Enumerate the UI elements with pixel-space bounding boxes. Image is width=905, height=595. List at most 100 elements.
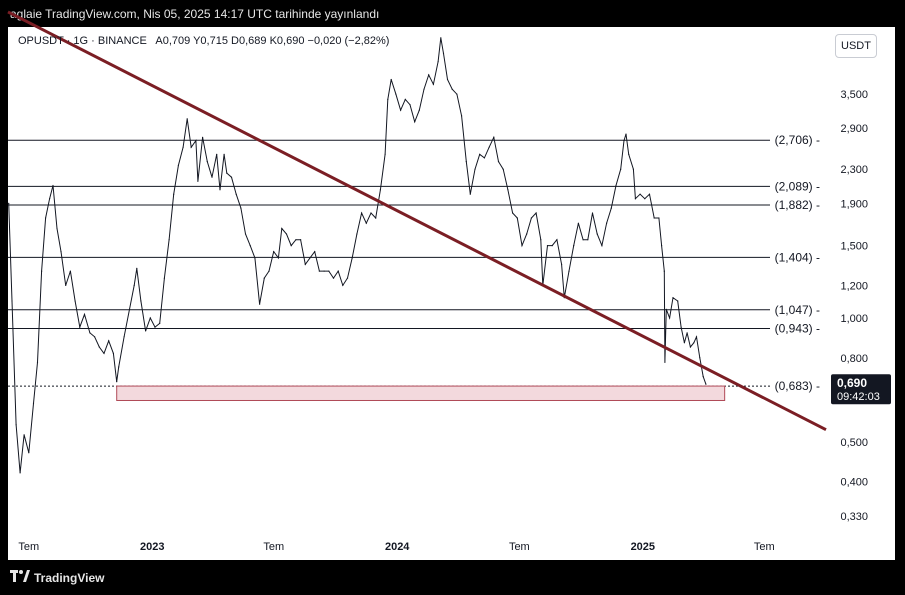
price-point: [45, 217, 47, 219]
support-zone[interactable]: [116, 385, 726, 401]
price-point: [428, 74, 430, 76]
price-point: [526, 233, 528, 235]
price-point: [661, 245, 663, 247]
footer: [0, 560, 905, 595]
price-point: [328, 270, 330, 272]
price-point: [211, 176, 213, 178]
price-point: [173, 193, 175, 195]
price-point: [56, 227, 58, 230]
price-point: [133, 284, 135, 286]
price-point: [469, 193, 471, 195]
price-point: [244, 233, 247, 235]
x-tick-label: Tem: [754, 541, 775, 553]
price-point: [304, 263, 306, 265]
price-point: [474, 168, 476, 170]
price-point: [601, 245, 603, 247]
attribution-bar: aglaie TradingView.com, Nis 05, 2025 14:…: [0, 0, 905, 27]
y-tick-label: 1,500: [840, 241, 868, 253]
price-point: [395, 93, 397, 95]
level-label: (1,882) -: [775, 198, 820, 212]
price-point: [625, 133, 627, 135]
price-point: [159, 322, 161, 324]
price-point: [493, 136, 495, 138]
price-point: [89, 332, 91, 334]
level-label: (1,047) -: [775, 303, 820, 317]
price-point: [49, 198, 51, 200]
price-point: [300, 239, 302, 241]
price-point: [546, 245, 549, 247]
price-point: [186, 118, 188, 120]
price-point: [206, 161, 208, 163]
y-tick-label: 2,300: [840, 164, 868, 176]
price-point: [268, 270, 270, 272]
price-point: [23, 434, 25, 436]
price-point: [530, 217, 533, 219]
price-point: [290, 245, 292, 247]
price-point: [273, 251, 275, 253]
symbol-legend[interactable]: OPUSDT · 1G · BINANCE A0,709 Y0,715 D0,6…: [18, 35, 390, 47]
price-series-line[interactable]: [8, 37, 707, 473]
price-point: [32, 402, 35, 404]
y-tick-label: 3,500: [840, 89, 868, 101]
price-point: [620, 168, 622, 170]
price-point: [123, 336, 125, 338]
symbol-name[interactable]: OPUSDT: [18, 35, 64, 47]
y-tick-label: 1,000: [840, 313, 868, 325]
price-point: [116, 381, 118, 383]
price-point: [521, 245, 523, 247]
currency-button[interactable]: USDT: [835, 34, 877, 58]
price-point: [8, 202, 10, 204]
price-point: [540, 239, 542, 241]
price-point: [387, 98, 389, 100]
price-point: [390, 78, 392, 81]
price-point: [249, 245, 251, 247]
chart-area[interactable]: [8, 27, 895, 560]
price-point: [197, 180, 199, 182]
price-point: [190, 146, 192, 148]
price-point: [442, 52, 445, 55]
price-point: [216, 153, 218, 155]
price-point: [689, 346, 692, 348]
price-point: [28, 452, 30, 454]
price-point: [432, 83, 434, 85]
price-point: [483, 157, 485, 159]
price-point: [693, 342, 695, 344]
price-point: [606, 222, 608, 224]
y-tick-label: 0,500: [840, 437, 868, 449]
price-point: [103, 352, 105, 354]
price-point: [145, 330, 147, 332]
x-tick-label: 2024: [385, 541, 410, 553]
price-point: [669, 317, 671, 319]
bar-countdown-label: 09:42:03: [837, 391, 880, 403]
price-point: [332, 277, 335, 279]
price-point: [223, 153, 225, 155]
price-point: [665, 308, 667, 310]
x-tick-label: 2023: [140, 541, 164, 553]
trendline[interactable]: [7, 10, 827, 432]
price-point: [535, 212, 537, 214]
ohlc-close: K0,690: [269, 35, 305, 47]
price-point: [323, 270, 325, 272]
level-label: (2,089) -: [775, 179, 820, 193]
tradingview-logo[interactable]: TradingView: [10, 570, 104, 585]
y-tick-label: 0,800: [840, 353, 868, 365]
interval[interactable]: 1G: [73, 35, 89, 47]
price-point: [683, 342, 686, 344]
price-point: [596, 233, 598, 235]
price-point: [648, 193, 651, 195]
price-point: [686, 332, 688, 334]
price-point: [658, 217, 660, 219]
price-point: [632, 168, 635, 170]
price-point: [551, 245, 553, 247]
price-point: [653, 217, 655, 219]
ohlc-low: D0,689: [231, 35, 267, 47]
price-point: [19, 472, 21, 474]
price-point: [677, 300, 679, 302]
price-point: [451, 88, 453, 90]
price-point: [628, 153, 630, 155]
price-point: [702, 376, 704, 378]
price-point: [699, 357, 701, 359]
price-point: [254, 257, 256, 259]
price-point: [561, 263, 563, 265]
